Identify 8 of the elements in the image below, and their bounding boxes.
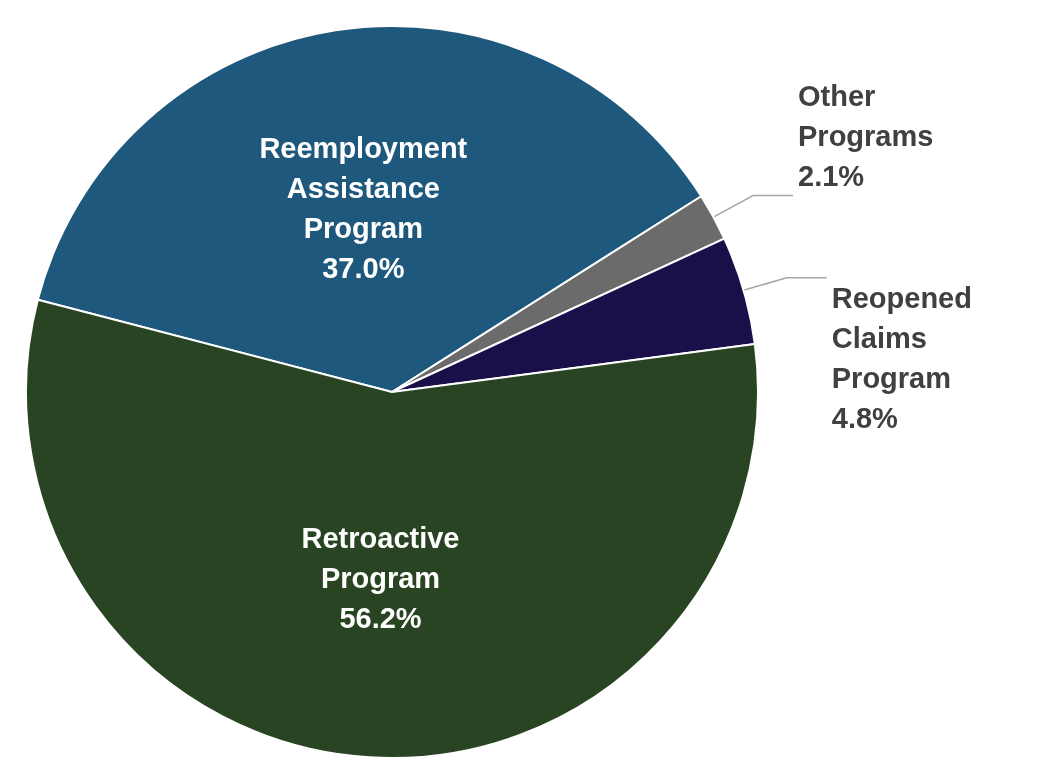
slice-label: Reemployment Assistance Program [259,132,468,245]
data-label: 2.1% [798,159,865,192]
slice-label: Other Programs [798,79,934,152]
slice-label: Retroactive Program [301,521,460,594]
data-label: 4.8% [831,401,899,434]
data-label: 37.0% [322,252,405,285]
data-label: 56.2% [339,601,422,634]
slice-label: Reopened Claims Program [831,281,972,394]
